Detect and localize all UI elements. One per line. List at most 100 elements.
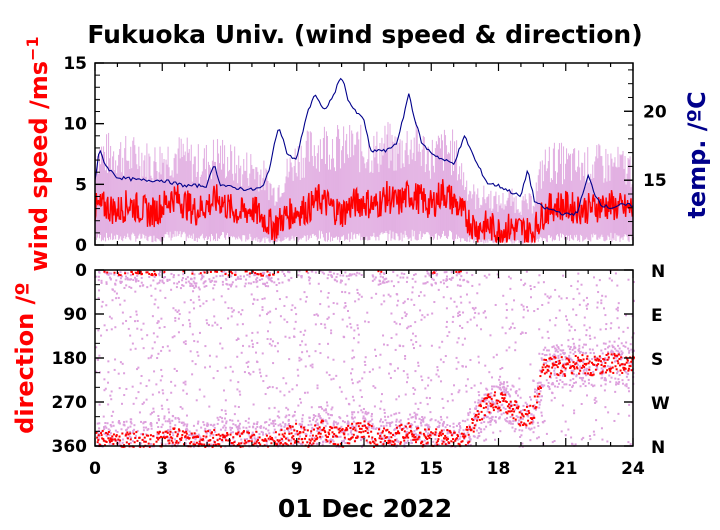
gust-direction-point: [203, 285, 206, 288]
gust-direction-point: [404, 315, 407, 318]
gust-direction-point: [117, 296, 120, 299]
gust-direction-point: [428, 274, 431, 277]
gust-direction-point: [544, 362, 547, 365]
gust-direction-point: [530, 296, 533, 299]
gust-direction-point: [351, 368, 354, 371]
gust-direction-point: [511, 414, 514, 417]
mean-direction-point: [533, 395, 536, 398]
gust-direction-point: [485, 438, 488, 441]
mean-direction-point: [96, 441, 99, 444]
gust-direction-point: [584, 352, 587, 355]
gust-direction-point: [459, 284, 462, 287]
gust-direction-point: [208, 278, 211, 281]
gust-direction-point: [273, 428, 276, 431]
mean-direction-point: [616, 354, 619, 357]
mean-direction-point: [278, 439, 281, 442]
gust-direction-point: [434, 282, 437, 285]
gust-direction-point: [571, 337, 574, 340]
mean-direction-point: [212, 444, 215, 447]
gust-direction-point: [462, 311, 465, 314]
gust-direction-point: [236, 428, 239, 431]
mean-direction-point: [143, 440, 146, 443]
gust-direction-point: [158, 326, 161, 329]
mean-direction-point: [586, 355, 589, 358]
gust-direction-point: [239, 393, 242, 396]
gust-direction-point: [529, 428, 532, 431]
mean-direction-point: [297, 437, 300, 440]
gust-direction-point: [474, 417, 477, 420]
gust-direction-point: [453, 429, 456, 432]
gust-direction-point: [189, 282, 192, 285]
gust-direction-point: [103, 432, 106, 435]
gust-direction-point: [256, 421, 259, 424]
gust-direction-point: [129, 348, 132, 351]
gust-direction-point: [269, 271, 272, 274]
gust-direction-point: [328, 439, 331, 442]
mean-direction-point: [226, 432, 229, 435]
gust-direction-point: [494, 415, 497, 418]
gust-direction-point: [139, 285, 142, 288]
gust-direction-point: [387, 280, 390, 283]
gust-direction-point: [252, 403, 255, 406]
mean-direction-point: [505, 400, 508, 403]
gust-direction-point: [441, 430, 444, 433]
gust-direction-point: [583, 343, 586, 346]
mean-direction-point: [557, 362, 560, 365]
mean-direction-point: [617, 353, 620, 356]
gust-direction-point: [576, 360, 579, 363]
gust-direction-point: [255, 360, 258, 363]
gust-direction-point: [122, 438, 125, 441]
gust-direction-point: [543, 354, 546, 357]
gust-direction-point: [536, 421, 539, 424]
gust-direction-point: [299, 398, 302, 401]
gust-direction-point: [161, 346, 164, 349]
gust-direction-point: [483, 439, 486, 442]
gust-direction-point: [438, 422, 441, 425]
gust-direction-point: [162, 276, 165, 279]
mean-direction-point: [372, 440, 375, 443]
mean-direction-point: [227, 439, 230, 442]
gust-direction-point: [411, 277, 414, 280]
gust-direction-point: [178, 421, 181, 424]
y-tick-label: 10: [63, 115, 87, 135]
gust-direction-point: [111, 288, 114, 291]
gust-direction-point: [206, 440, 209, 443]
gust-direction-point: [142, 347, 145, 350]
mean-direction-point: [122, 445, 125, 448]
gust-direction-point: [107, 428, 110, 431]
gust-direction-point: [524, 282, 527, 285]
gust-direction-point: [509, 402, 512, 405]
gust-direction-point: [622, 344, 625, 347]
mean-direction-point: [627, 369, 630, 372]
gust-direction-point: [198, 331, 201, 334]
direction-tick-label: 0: [75, 261, 87, 281]
gust-direction-point: [518, 429, 521, 432]
mean-direction-point: [620, 356, 623, 359]
gust-direction-point: [573, 412, 576, 415]
mean-direction-point: [148, 272, 151, 275]
gust-direction-point: [406, 439, 409, 442]
gust-direction-point: [606, 346, 609, 349]
gust-direction-point: [417, 361, 420, 364]
compass-tick-label: W: [651, 394, 670, 414]
gust-direction-point: [179, 405, 182, 408]
gust-direction-point: [203, 429, 206, 432]
gust-direction-point: [266, 386, 269, 389]
gust-direction-point: [615, 381, 618, 384]
mean-direction-point: [431, 432, 434, 435]
gust-direction-point: [191, 284, 194, 287]
gust-direction-point: [290, 308, 293, 311]
mean-direction-point: [98, 443, 101, 446]
gust-direction-point: [264, 285, 267, 288]
gust-direction-point: [396, 304, 399, 307]
gust-direction-point: [373, 278, 376, 281]
mean-direction-point: [110, 438, 113, 441]
gust-direction-point: [353, 329, 356, 332]
gust-direction-point: [445, 271, 448, 274]
gust-direction-point: [604, 328, 607, 331]
mean-direction-point: [315, 434, 318, 437]
gust-direction-point: [472, 426, 475, 429]
gust-direction-point: [228, 283, 231, 286]
gust-direction-point: [604, 406, 607, 409]
